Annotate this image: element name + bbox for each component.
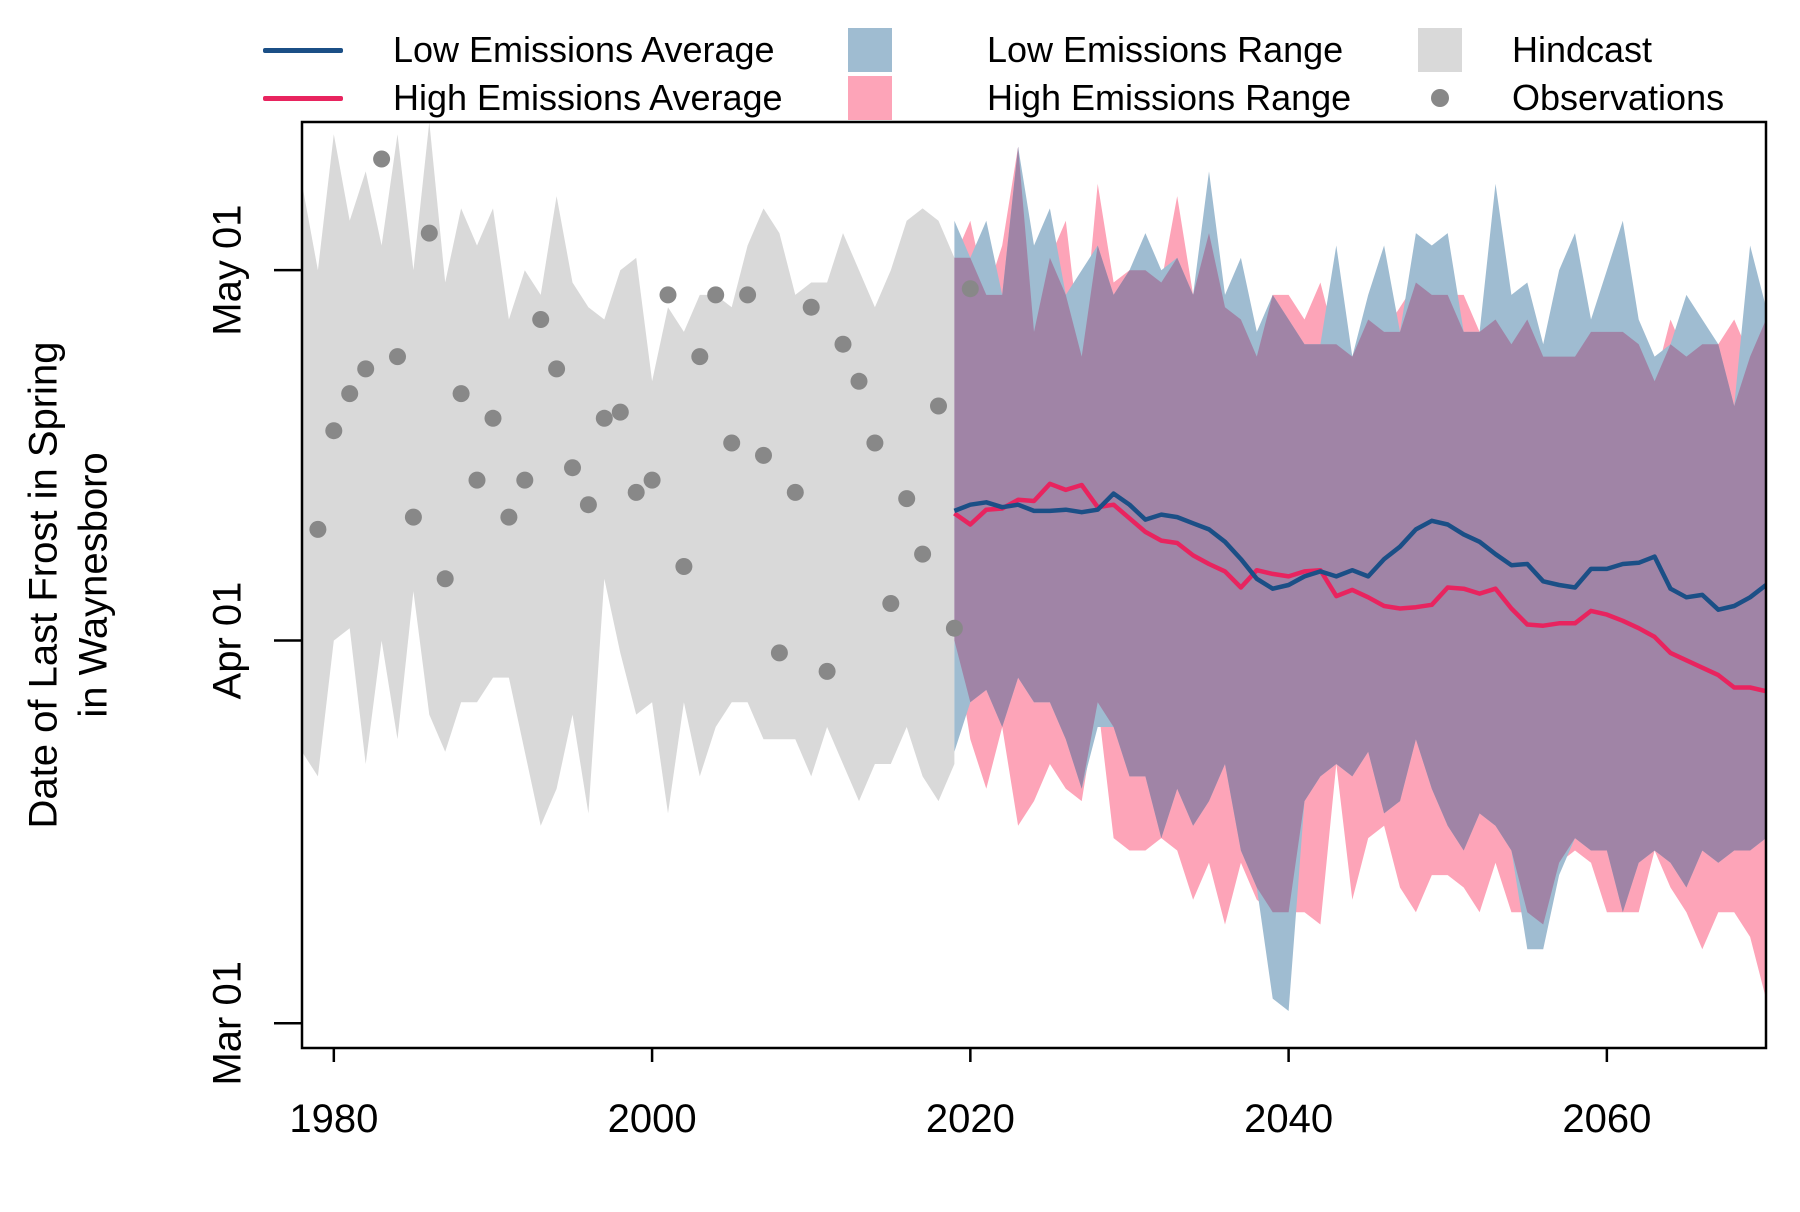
- legend-swatch-hindcast: [1418, 28, 1462, 72]
- observation-point: [373, 150, 391, 168]
- legend-item-observations: Observations: [1431, 76, 1724, 120]
- observation-point: [691, 348, 709, 366]
- range-overlap-band: [954, 146, 1766, 925]
- observation-point: [866, 434, 884, 452]
- observation-point: [564, 459, 581, 477]
- x-tick-label: 2040: [1244, 1097, 1333, 1141]
- observation-point: [882, 595, 900, 612]
- legend: Low Emissions Average High Emissions Ave…: [0, 0, 1800, 120]
- observation-point: [834, 335, 852, 353]
- y-tick-label: Apr 01: [206, 582, 250, 700]
- legend-swatch-low-range: [848, 28, 892, 72]
- average-lines-layer: [953, 481, 1766, 694]
- hindcast-range-layer: [302, 122, 955, 826]
- observation-point: [389, 348, 406, 366]
- observation-point: [325, 422, 343, 440]
- observation-point: [675, 558, 693, 575]
- observation-point: [579, 496, 597, 514]
- observation-point: [309, 520, 327, 538]
- legend-swatch-low-average: [263, 47, 343, 53]
- observation-point: [595, 409, 613, 427]
- observation-point: [452, 385, 470, 403]
- legend-label-high-range: High Emissions Range: [987, 77, 1352, 118]
- observation-point: [341, 385, 359, 403]
- x-tick-label: 2000: [608, 1097, 697, 1141]
- observation-point: [516, 471, 534, 489]
- observation-point: [611, 403, 629, 421]
- legend-label-observations: Observations: [1512, 77, 1725, 118]
- legend-swatch-observations: [1431, 89, 1449, 107]
- observation-point: [707, 286, 725, 304]
- legend-label-low-average: Low Emissions Average: [393, 29, 775, 70]
- y-tick-label: May 01: [206, 205, 250, 336]
- y-axis-label-line2: in Waynesboro: [72, 452, 116, 717]
- legend-item-high-range: High Emissions Range: [848, 76, 1351, 120]
- observation-point: [532, 311, 550, 328]
- observation-point: [961, 280, 979, 298]
- observation-point: [850, 372, 868, 390]
- observations-layer: [309, 150, 979, 680]
- observation-point: [659, 286, 677, 304]
- observation-point: [484, 409, 502, 427]
- legend-label-low-range: Low Emissions Range: [987, 29, 1344, 70]
- observation-point: [420, 224, 438, 242]
- legend-label-hindcast: Hindcast: [1512, 29, 1653, 70]
- plot-frame: [300, 120, 1768, 1050]
- observation-point: [357, 360, 375, 378]
- legend-item-hindcast: Hindcast: [1418, 28, 1652, 72]
- high-emissions-average-line: [953, 481, 1766, 694]
- legend-item-high-average: High Emissions Average: [263, 76, 783, 120]
- x-tick-label: 2060: [1562, 1097, 1651, 1141]
- observation-point: [945, 619, 963, 637]
- legend-swatch-high-average: [263, 95, 343, 101]
- observation-point: [500, 508, 518, 526]
- observation-point: [643, 471, 661, 489]
- observation-point: [755, 446, 772, 464]
- observation-point: [898, 490, 916, 508]
- observation-point: [802, 298, 820, 316]
- observation-point: [723, 434, 741, 452]
- low-emissions-average-line: [953, 491, 1766, 612]
- x-tick-label: 1980: [289, 1097, 378, 1141]
- legend-swatch-high-range: [848, 76, 892, 120]
- observation-point: [770, 644, 788, 662]
- observation-point: [627, 483, 645, 501]
- observation-point: [436, 570, 454, 588]
- observation-point: [930, 397, 947, 415]
- legend-item-low-range: Low Emissions Range: [848, 28, 1343, 72]
- observation-point: [818, 662, 836, 680]
- observation-point: [548, 360, 566, 378]
- observation-point: [739, 286, 757, 304]
- plot-area: [302, 122, 1766, 1011]
- observation-point: [404, 508, 422, 526]
- y-axis: Mar 01 Apr 01 May 01: [206, 205, 302, 1086]
- x-tick-label: 2020: [926, 1097, 1015, 1141]
- legend-item-low-average: Low Emissions Average: [263, 28, 775, 72]
- legend-label-high-average: High Emissions Average: [393, 77, 783, 118]
- observation-point: [786, 483, 804, 501]
- range-overlap-layer: [954, 146, 1766, 925]
- y-axis-label-line1: Date of Last Frost in Spring: [22, 342, 66, 829]
- y-tick-label: Mar 01: [206, 961, 250, 1086]
- hindcast-range-band: [302, 122, 955, 826]
- observation-point: [914, 545, 932, 563]
- x-axis: 1980 2000 2020 2040 2060: [289, 1048, 1651, 1141]
- observation-point: [468, 471, 486, 489]
